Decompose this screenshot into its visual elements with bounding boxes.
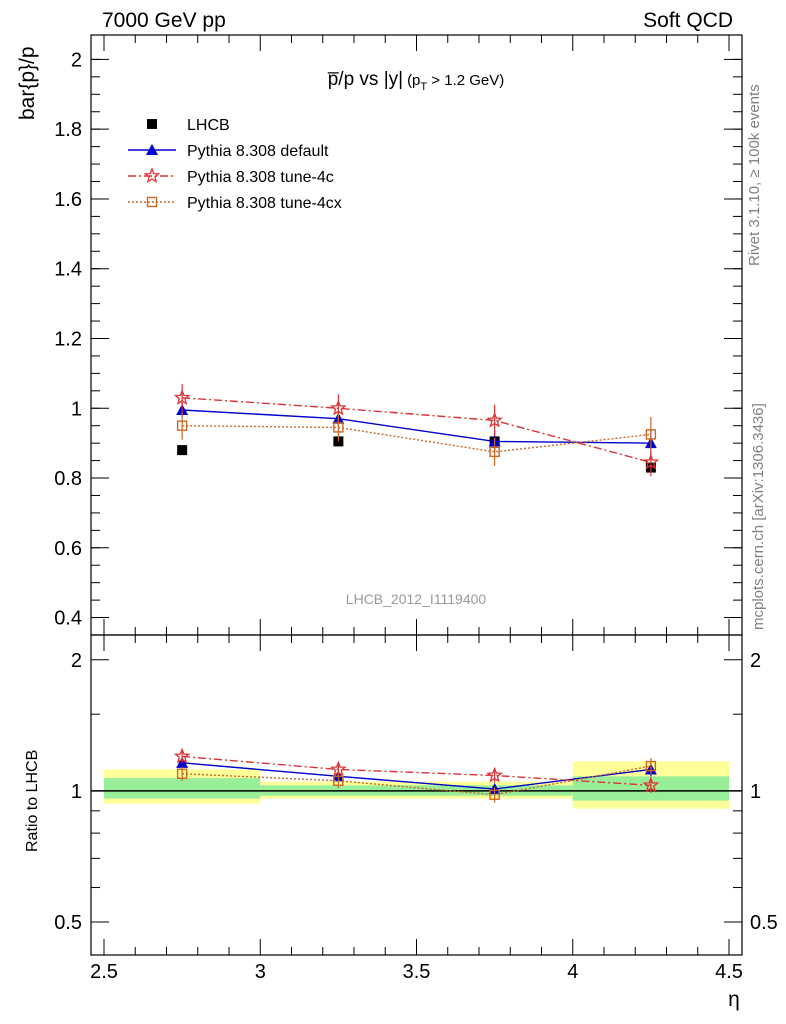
ratio-uncertainty-bands	[91, 761, 742, 809]
ratio-series-2-point	[645, 760, 657, 772]
ratio-series-2-point	[489, 789, 500, 800]
ratio-y-tick-label-right: 2	[750, 650, 761, 672]
analysis-watermark: LHCB_2012_I1119400	[346, 591, 487, 607]
x-tick-label: 4	[567, 961, 578, 983]
legend-marker-1	[146, 144, 158, 155]
ratio-series-0-line	[182, 762, 651, 790]
legend-marker-3	[146, 196, 158, 208]
main-series-layer	[173, 383, 660, 477]
legend-label-1: Pythia 8.308 default	[187, 143, 329, 160]
ratio-y-tick-label: 2	[71, 650, 82, 672]
ratio-y-tick-label-right: 1	[750, 781, 761, 803]
y-tick-label: 0.8	[54, 468, 82, 490]
category-label: Soft QCD	[643, 9, 733, 32]
axis-ticks: 2.5 3 3.5 4 4.5 0.4 0.6 0.8 1 1.2 1.4 1.6 1.8 2 0.5 0.5…	[54, 35, 778, 983]
series-2-point	[486, 411, 503, 428]
series-3-point	[176, 420, 188, 431]
y-tick-label: 1.2	[54, 328, 82, 350]
y-tick-label: 0.4	[54, 608, 82, 630]
ratio-y-tick-label: 0.5	[54, 912, 82, 934]
ratio-y-axis-label: Ratio to LHCB	[24, 750, 41, 852]
ratio-band-green-0	[104, 778, 261, 799]
ratio-series-2-point	[333, 775, 344, 786]
series-1-line	[182, 409, 651, 444]
legend-label-2: Pythia 8.308 tune-4c	[187, 169, 334, 186]
x-tick-label: 3.5	[403, 961, 431, 983]
legend-marker-2	[143, 167, 161, 184]
series-2-point	[173, 388, 191, 405]
y-tick-label: 1.6	[54, 189, 82, 211]
series-2-point	[642, 453, 660, 470]
y-tick-label: 0.6	[54, 538, 82, 560]
legend: LHCB Pythia 8.308 default Pythia 8.308 tun…	[128, 117, 342, 212]
ratio-series-layer	[173, 747, 660, 803]
legend-label-3: Pythia 8.308 tune-4cx	[187, 195, 342, 212]
series-2-point	[330, 399, 347, 416]
x-tick-label: 2.5	[90, 961, 118, 983]
ratio-series-1-point	[330, 760, 347, 777]
chart-title: p̅/p vs |y| (pT > 1.2 GeV)	[327, 69, 504, 93]
ratio-series-1-point	[642, 776, 660, 793]
series-3-line	[182, 424, 651, 453]
series-3-point	[333, 422, 344, 433]
x-tick-label: 3	[255, 961, 266, 983]
ratio-y-tick-label-right: 0.5	[750, 912, 778, 934]
y-tick-label: 1.8	[54, 119, 82, 141]
ratio-series-2-point	[176, 768, 188, 779]
y-axis-label: bar{p}/p	[16, 46, 39, 120]
series-3-point	[489, 446, 500, 458]
x-tick-label: 4.5	[715, 961, 743, 983]
ratio-series-1-point	[173, 747, 191, 764]
x-axis-label: η	[728, 988, 740, 1011]
series-0-point	[177, 445, 188, 456]
y-tick-label: 1.4	[54, 259, 82, 281]
energy-label: 7000 GeV pp	[102, 9, 226, 32]
y-tick-label: 1	[71, 398, 82, 420]
legend-marker-0	[147, 119, 157, 129]
legend-label-0: LHCB	[187, 117, 230, 134]
ratio-y-tick-label: 1	[71, 781, 82, 803]
series-3-point	[645, 429, 657, 440]
ratio-series-2-line	[182, 765, 652, 796]
y-tick-label: 2	[71, 49, 82, 71]
ratio-series-1-point	[486, 766, 503, 783]
